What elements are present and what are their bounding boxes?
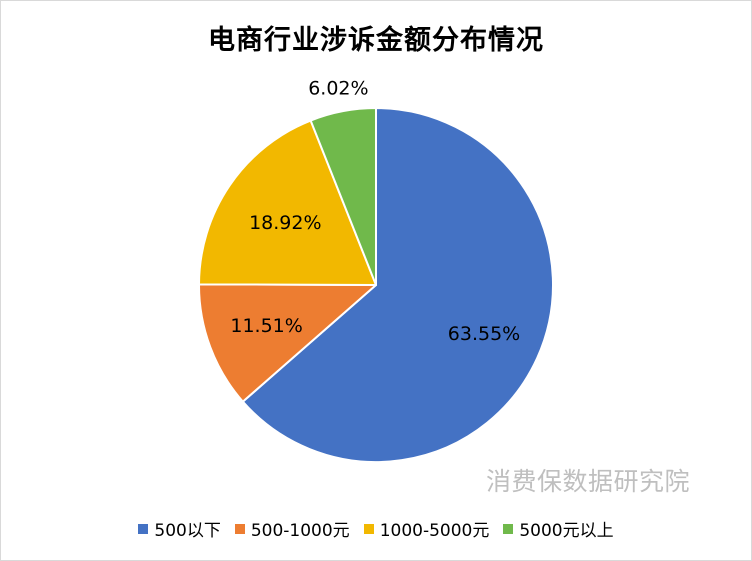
legend-swatch bbox=[503, 523, 514, 534]
watermark: 消费保数据研究院 bbox=[486, 467, 691, 496]
data-label: 18.92% bbox=[249, 212, 321, 234]
pie-slices bbox=[197, 107, 554, 463]
legend-label: 1000-5000元 bbox=[379, 521, 490, 541]
legend-swatch bbox=[234, 523, 245, 534]
slice-5000-above[interactable] bbox=[309, 107, 377, 286]
legend-swatch bbox=[138, 523, 149, 534]
legend-label: 5000元以上 bbox=[519, 521, 614, 541]
data-label: 6.02% bbox=[308, 78, 368, 100]
pie-labels: 63.55% 11.51% 18.92% 6.02% bbox=[230, 78, 520, 345]
data-label: 63.55% bbox=[448, 323, 520, 345]
slice-1000-5000[interactable] bbox=[198, 119, 377, 286]
legend-item-5000-above[interactable]: 5000元以上 bbox=[503, 516, 614, 541]
legend: 500以下 500-1000元 1000-5000元 5000元以上 bbox=[0, 516, 752, 541]
legend-swatch bbox=[363, 523, 374, 534]
legend-label: 500-1000元 bbox=[250, 521, 350, 541]
slice-500-below[interactable] bbox=[241, 107, 554, 463]
slice-500-1000[interactable] bbox=[197, 283, 377, 403]
data-label: 11.51% bbox=[230, 315, 302, 337]
legend-item-1000-5000[interactable]: 1000-5000元 bbox=[363, 516, 490, 541]
legend-label: 500以下 bbox=[154, 521, 221, 541]
legend-item-500-below[interactable]: 500以下 bbox=[138, 516, 221, 541]
legend-item-500-1000[interactable]: 500-1000元 bbox=[234, 516, 350, 541]
chart-title: 电商行业涉诉金额分布情况 bbox=[208, 25, 544, 56]
